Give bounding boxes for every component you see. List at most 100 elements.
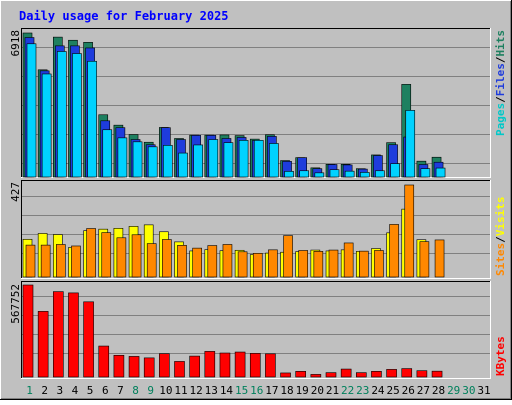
bar-sites-day-9	[146, 243, 157, 278]
sep-label: /	[494, 56, 507, 63]
bar-sites-day-8	[131, 234, 142, 278]
bar-pages-day-4	[72, 53, 82, 178]
bar-sites-day-4	[71, 245, 81, 278]
bar-pages-day-16	[253, 140, 264, 178]
bars	[22, 32, 446, 378]
bar-pages-day-18	[284, 171, 294, 178]
bar-kbytes-day-15	[234, 351, 246, 378]
bar-sites-day-7	[116, 237, 127, 278]
day-label-21: 21	[326, 384, 339, 397]
bar-kbytes-day-8	[128, 356, 140, 378]
bar-sites-day-5	[86, 228, 96, 278]
bar-pages-day-23	[359, 172, 370, 178]
bar-kbytes-day-27	[416, 370, 428, 378]
bar-pages-day-15	[238, 140, 249, 178]
day-label-27: 27	[417, 384, 430, 397]
bar-kbytes-day-1	[22, 284, 34, 378]
bar-kbytes-day-18	[280, 372, 291, 378]
bar-kbytes-day-28	[431, 370, 443, 378]
bar-kbytes-day-17	[265, 353, 276, 378]
day-label-17: 17	[265, 384, 278, 397]
day-label-11: 11	[174, 384, 187, 397]
day-label-18: 18	[280, 384, 293, 397]
bar-kbytes-day-10	[159, 353, 170, 378]
day-label-10: 10	[159, 384, 172, 397]
day-label-23: 23	[356, 384, 369, 397]
hits-side-label: Pages/Files/Hits	[494, 30, 507, 136]
visits-max-label: 427	[9, 182, 22, 202]
day-label-19: 19	[296, 384, 309, 397]
bar-kbytes-day-12	[189, 355, 200, 378]
bar-sites-day-2	[40, 244, 51, 278]
bar-pages-day-17	[269, 143, 279, 178]
hits-max-label: 6918	[9, 30, 22, 57]
bar-sites-day-28	[434, 239, 445, 278]
bar-sites-day-25	[389, 224, 399, 278]
bar-kbytes-day-22	[340, 368, 352, 378]
bar-kbytes-day-4	[68, 292, 79, 378]
bar-pages-day-21	[329, 169, 340, 178]
day-label-13: 13	[205, 384, 218, 397]
bar-sites-day-24	[374, 250, 384, 278]
bar-sites-day-20	[313, 251, 324, 278]
bar-pages-day-1	[26, 43, 37, 178]
bar-pages-day-7	[117, 137, 128, 178]
bar-sites-day-1	[25, 244, 36, 278]
bar-sites-day-12	[192, 247, 202, 278]
bar-sites-day-19	[298, 250, 309, 278]
bar-pages-day-19	[299, 170, 310, 178]
bar-pages-day-28	[435, 167, 446, 178]
bar-kbytes-day-19	[295, 371, 307, 378]
day-label-4: 4	[72, 384, 79, 397]
kbytes-max-label: 567752	[9, 284, 22, 324]
bar-pages-day-20	[314, 172, 325, 178]
bar-pages-day-14	[223, 142, 234, 178]
bar-pages-day-26	[405, 110, 416, 178]
bar-kbytes-day-23	[355, 372, 367, 378]
bar-pages-day-24	[375, 170, 385, 178]
bar-kbytes-day-9	[143, 357, 155, 378]
bar-sites-day-6	[101, 232, 112, 278]
chart-title: Daily usage for February 2025	[19, 9, 229, 23]
bar-pages-day-10	[163, 145, 173, 178]
day-label-8: 8	[132, 384, 139, 397]
sep-label: /	[494, 236, 507, 243]
bar-sites-day-27	[419, 241, 430, 278]
day-label-7: 7	[117, 384, 124, 397]
day-label-30: 30	[462, 384, 475, 397]
bar-kbytes-day-13	[204, 351, 216, 378]
bar-pages-day-25	[390, 163, 400, 178]
bar-sites-day-14	[222, 244, 233, 278]
day-label-29: 29	[447, 384, 460, 397]
bar-kbytes-day-16	[249, 353, 261, 378]
bar-kbytes-day-5	[83, 301, 94, 378]
day-label-9: 9	[147, 384, 154, 397]
bar-pages-day-27	[420, 168, 431, 178]
pages-label: Pages	[494, 103, 507, 136]
bar-sites-day-23	[358, 250, 369, 278]
day-label-31: 31	[477, 384, 490, 397]
bar-sites-day-26	[404, 184, 415, 278]
day-label-20: 20	[311, 384, 324, 397]
bar-pages-day-6	[102, 129, 113, 178]
bar-sites-day-15	[237, 251, 248, 278]
bar-kbytes-day-21	[325, 372, 337, 378]
bar-sites-day-22	[343, 242, 354, 278]
sep-label: /	[494, 96, 507, 103]
bar-pages-day-11	[178, 152, 188, 178]
bar-pages-day-22	[344, 170, 355, 178]
x-axis-days: 1 2 3 4 5 6 7 8 9 10 11 12 13 14 15 16 17 18 19 20 21 22 23 24 2…	[26, 384, 490, 397]
files-label: Files	[494, 63, 507, 96]
bar-kbytes-day-24	[371, 371, 382, 378]
bar-sites-day-16	[252, 252, 263, 278]
day-label-22: 22	[341, 384, 354, 397]
bar-kbytes-day-6	[98, 345, 110, 378]
bar-kbytes-day-14	[219, 352, 231, 378]
day-label-25: 25	[386, 384, 399, 397]
day-label-28: 28	[432, 384, 445, 397]
bar-kbytes-day-7	[113, 354, 125, 378]
bar-sites-day-17	[268, 249, 278, 278]
sites-label: Sites	[494, 243, 507, 276]
